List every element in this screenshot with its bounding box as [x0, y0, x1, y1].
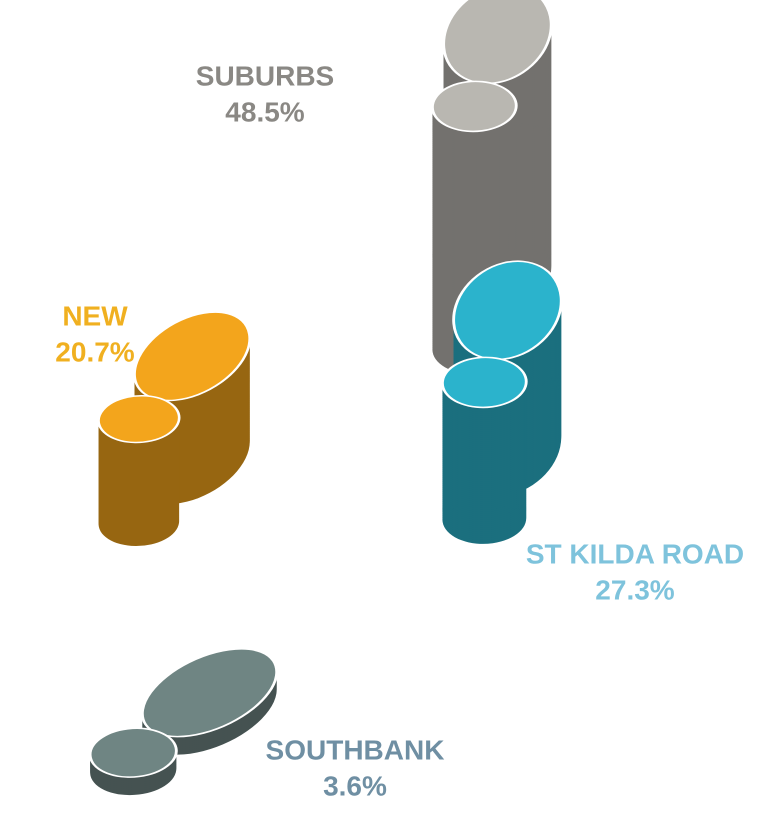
- value-label: 27.3%: [595, 574, 674, 605]
- value-label: 48.5%: [225, 96, 304, 127]
- footprint-top: [97, 311, 252, 444]
- value-label: 20.7%: [55, 336, 134, 367]
- footprint: [97, 311, 252, 547]
- category-label: NEW: [62, 300, 128, 331]
- heel: [88, 727, 178, 778]
- footprint: [440, 260, 563, 544]
- heel: [440, 356, 528, 409]
- footprint-top: [88, 648, 279, 778]
- footprint: [88, 648, 279, 796]
- category-label: SOUTHBANK: [266, 734, 445, 765]
- heel: [430, 80, 518, 133]
- category-label: ST KILDA ROAD: [526, 538, 744, 569]
- footprint-top: [430, 0, 553, 133]
- category-label: SUBURBS: [196, 60, 334, 91]
- footprint-top: [440, 260, 563, 409]
- heel: [97, 394, 181, 444]
- footprint: [430, 0, 553, 374]
- value-label: 3.6%: [323, 770, 387, 801]
